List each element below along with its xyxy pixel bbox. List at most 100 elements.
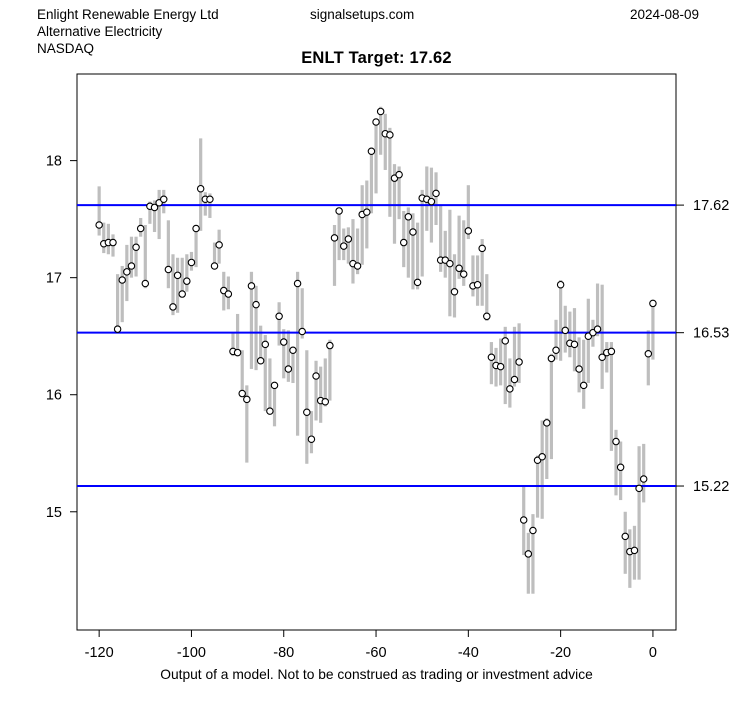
close-marker <box>616 463 625 472</box>
price-range-bar <box>383 113 387 170</box>
close-marker <box>561 326 569 335</box>
close-marker <box>206 195 214 203</box>
price-range-bar <box>203 192 207 216</box>
price-range-bar <box>360 185 364 265</box>
x-axis-tick-label: -20 <box>550 645 571 661</box>
close-marker <box>284 365 293 373</box>
price-range-bar <box>314 360 318 421</box>
price-range-bar <box>249 271 254 369</box>
close-marker <box>275 312 283 321</box>
close-marker <box>473 280 482 289</box>
price-range-bar <box>176 257 180 313</box>
price-range-bar <box>254 285 258 371</box>
price-range-bar <box>559 280 563 361</box>
close-marker <box>192 224 200 233</box>
y-axis-tick-label: 18 <box>46 154 62 170</box>
price-range-bar <box>337 207 341 261</box>
close-marker <box>266 407 274 415</box>
close-marker <box>598 353 606 362</box>
close-marker <box>238 389 246 398</box>
close-marker <box>644 350 653 358</box>
price-range-bar <box>512 326 517 387</box>
close-marker <box>178 290 186 298</box>
price-range-bar <box>323 358 327 407</box>
close-marker <box>224 290 233 298</box>
close-marker <box>455 264 463 273</box>
price-range-bar <box>642 443 646 503</box>
exchange-name: NASDAQ <box>37 41 95 56</box>
industry-name: Alternative Electricity <box>37 24 163 39</box>
price-range-bar <box>457 215 461 279</box>
price-range-bar <box>166 220 170 289</box>
price-range-bar <box>439 205 443 272</box>
price-range-bar <box>499 338 503 386</box>
price-range-bar <box>480 239 484 306</box>
close-marker <box>173 271 182 280</box>
close-marker <box>612 437 620 446</box>
signal-level-label: 16.53 <box>693 326 729 342</box>
close-marker <box>118 276 126 284</box>
close-marker <box>196 184 205 193</box>
price-range-bar <box>434 172 438 225</box>
price-range-bar <box>300 288 304 339</box>
close-marker <box>132 243 140 251</box>
price-range-bar <box>637 446 641 580</box>
close-marker <box>630 546 639 555</box>
close-marker <box>372 118 380 126</box>
price-range-bar <box>355 228 360 275</box>
close-marker <box>487 353 496 362</box>
close-marker <box>109 238 117 247</box>
close-marker <box>450 287 459 296</box>
close-marker <box>529 526 537 535</box>
close-marker <box>335 207 343 215</box>
price-range-bar <box>129 236 134 278</box>
price-range-bar <box>554 319 558 360</box>
price-range-bar <box>526 532 530 594</box>
close-marker <box>593 325 602 333</box>
price-range-bar <box>148 201 152 224</box>
price-range-bar <box>379 106 383 155</box>
close-marker <box>150 203 159 212</box>
close-marker <box>501 337 510 345</box>
close-marker <box>524 550 533 558</box>
price-range-bar <box>272 383 277 427</box>
price-range-bar <box>452 254 457 318</box>
close-marker <box>519 516 528 524</box>
close-marker <box>413 278 422 287</box>
price-range-bar <box>568 311 572 358</box>
price-range-bar <box>263 335 267 412</box>
price-range-bar <box>245 385 249 463</box>
report-date: 2024-08-09 <box>630 7 700 22</box>
price-range-bar <box>277 302 281 346</box>
price-range-bar <box>586 298 590 384</box>
close-marker <box>409 228 417 236</box>
close-marker <box>339 242 348 250</box>
close-marker <box>127 262 136 270</box>
price-range-bar <box>577 337 581 393</box>
close-marker <box>330 234 339 242</box>
price-range-bar <box>143 224 147 289</box>
close-marker <box>579 381 588 390</box>
x-axis-tick-label: -120 <box>85 645 114 661</box>
price-range-bar <box>545 418 549 480</box>
price-range-bar <box>212 242 217 269</box>
close-marker <box>141 279 150 288</box>
close-marker <box>321 397 330 406</box>
signal-level-label: 15.22 <box>693 479 729 495</box>
y-axis-tick-label: 15 <box>46 505 62 521</box>
close-marker <box>279 338 288 346</box>
price-range-bar <box>309 411 314 454</box>
price-range-bar <box>185 254 189 292</box>
price-range-bar <box>134 236 138 277</box>
price-range-bar <box>540 420 544 519</box>
close-marker <box>136 224 145 233</box>
close-marker <box>298 327 306 336</box>
price-range-bar <box>475 255 480 306</box>
x-axis-tick-label: -60 <box>366 645 387 661</box>
x-axis-tick-label: 0 <box>649 645 657 661</box>
close-marker <box>215 241 223 249</box>
close-marker <box>446 259 454 268</box>
price-range-bar <box>332 224 337 286</box>
price-range-bar <box>609 342 613 451</box>
close-marker <box>639 475 648 483</box>
